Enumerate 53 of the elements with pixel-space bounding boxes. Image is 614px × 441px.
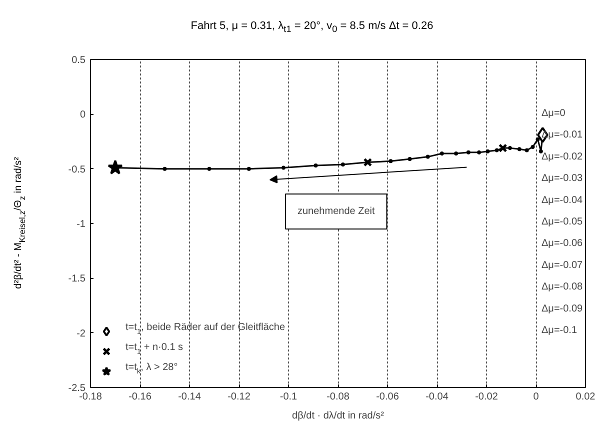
x-tick-label: -0.06 <box>376 392 400 402</box>
point <box>454 152 458 156</box>
point <box>477 150 482 154</box>
x-tick-label: -0.1 <box>280 392 298 402</box>
point <box>536 137 540 142</box>
point <box>108 160 123 174</box>
x-tick-label: 0.02 <box>576 392 596 402</box>
point <box>340 162 345 166</box>
annotation: zunehmende Zeit <box>298 206 375 217</box>
point <box>408 156 412 161</box>
annotation: Δμ=-0.02 <box>542 151 584 162</box>
annotation: Δμ=-0.1 <box>542 325 578 336</box>
point <box>486 149 490 154</box>
x-tick-label: -0.12 <box>228 392 251 402</box>
y-tick-label: 0 <box>80 110 86 121</box>
x-tick-label: -0.16 <box>128 392 152 402</box>
point <box>282 166 286 170</box>
point <box>207 166 212 171</box>
point <box>524 148 529 152</box>
x-axis-title: dβ/dt · dλ/dt in rad/s² <box>292 410 385 422</box>
point <box>162 166 167 171</box>
point <box>388 159 393 164</box>
point <box>538 149 543 154</box>
annotation: Δμ=-0.05 <box>542 216 584 228</box>
point <box>426 154 430 159</box>
point <box>314 164 318 168</box>
point <box>466 150 470 154</box>
x-tick-label: 0 <box>533 392 540 402</box>
point <box>517 147 522 152</box>
y-tick-label: -2 <box>76 328 86 340</box>
x-tick-label: -0.08 <box>326 392 350 402</box>
y-tick-label: -2.5 <box>68 383 86 394</box>
point <box>440 152 444 156</box>
y-tick-label: 0.5 <box>72 55 86 66</box>
x-tick-label: -0.14 <box>178 392 202 402</box>
annotation: Δμ=-0.04 <box>542 194 584 206</box>
point <box>530 144 535 149</box>
annotation: Δμ=-0.07 <box>542 260 584 271</box>
x-tick-label: -0.04 <box>426 392 449 402</box>
annotation: Δμ=-0.08 <box>542 282 584 293</box>
y-tick-label: -1.5 <box>68 274 86 285</box>
point <box>508 146 512 150</box>
annotation: Δμ=-0.09 <box>542 303 584 314</box>
point <box>494 148 499 152</box>
point <box>246 166 251 171</box>
annotation: Δμ=0 <box>542 108 566 119</box>
y-tick-label: -0.5 <box>68 164 86 176</box>
x-tick-label: -0.18 <box>79 392 102 402</box>
annotation: Δμ=-0.06 <box>542 238 584 250</box>
annotation: Δμ=-0.03 <box>542 173 584 184</box>
x-tick-label: -0.02 <box>475 392 498 402</box>
y-tick-label: -1 <box>76 219 86 230</box>
chart-title: Fahrt 5, μ = 0.31, λ$_{t1}$ = 20°, v$_{0}$ = 8.5 m/s Δt = 0.26 <box>190 19 434 36</box>
